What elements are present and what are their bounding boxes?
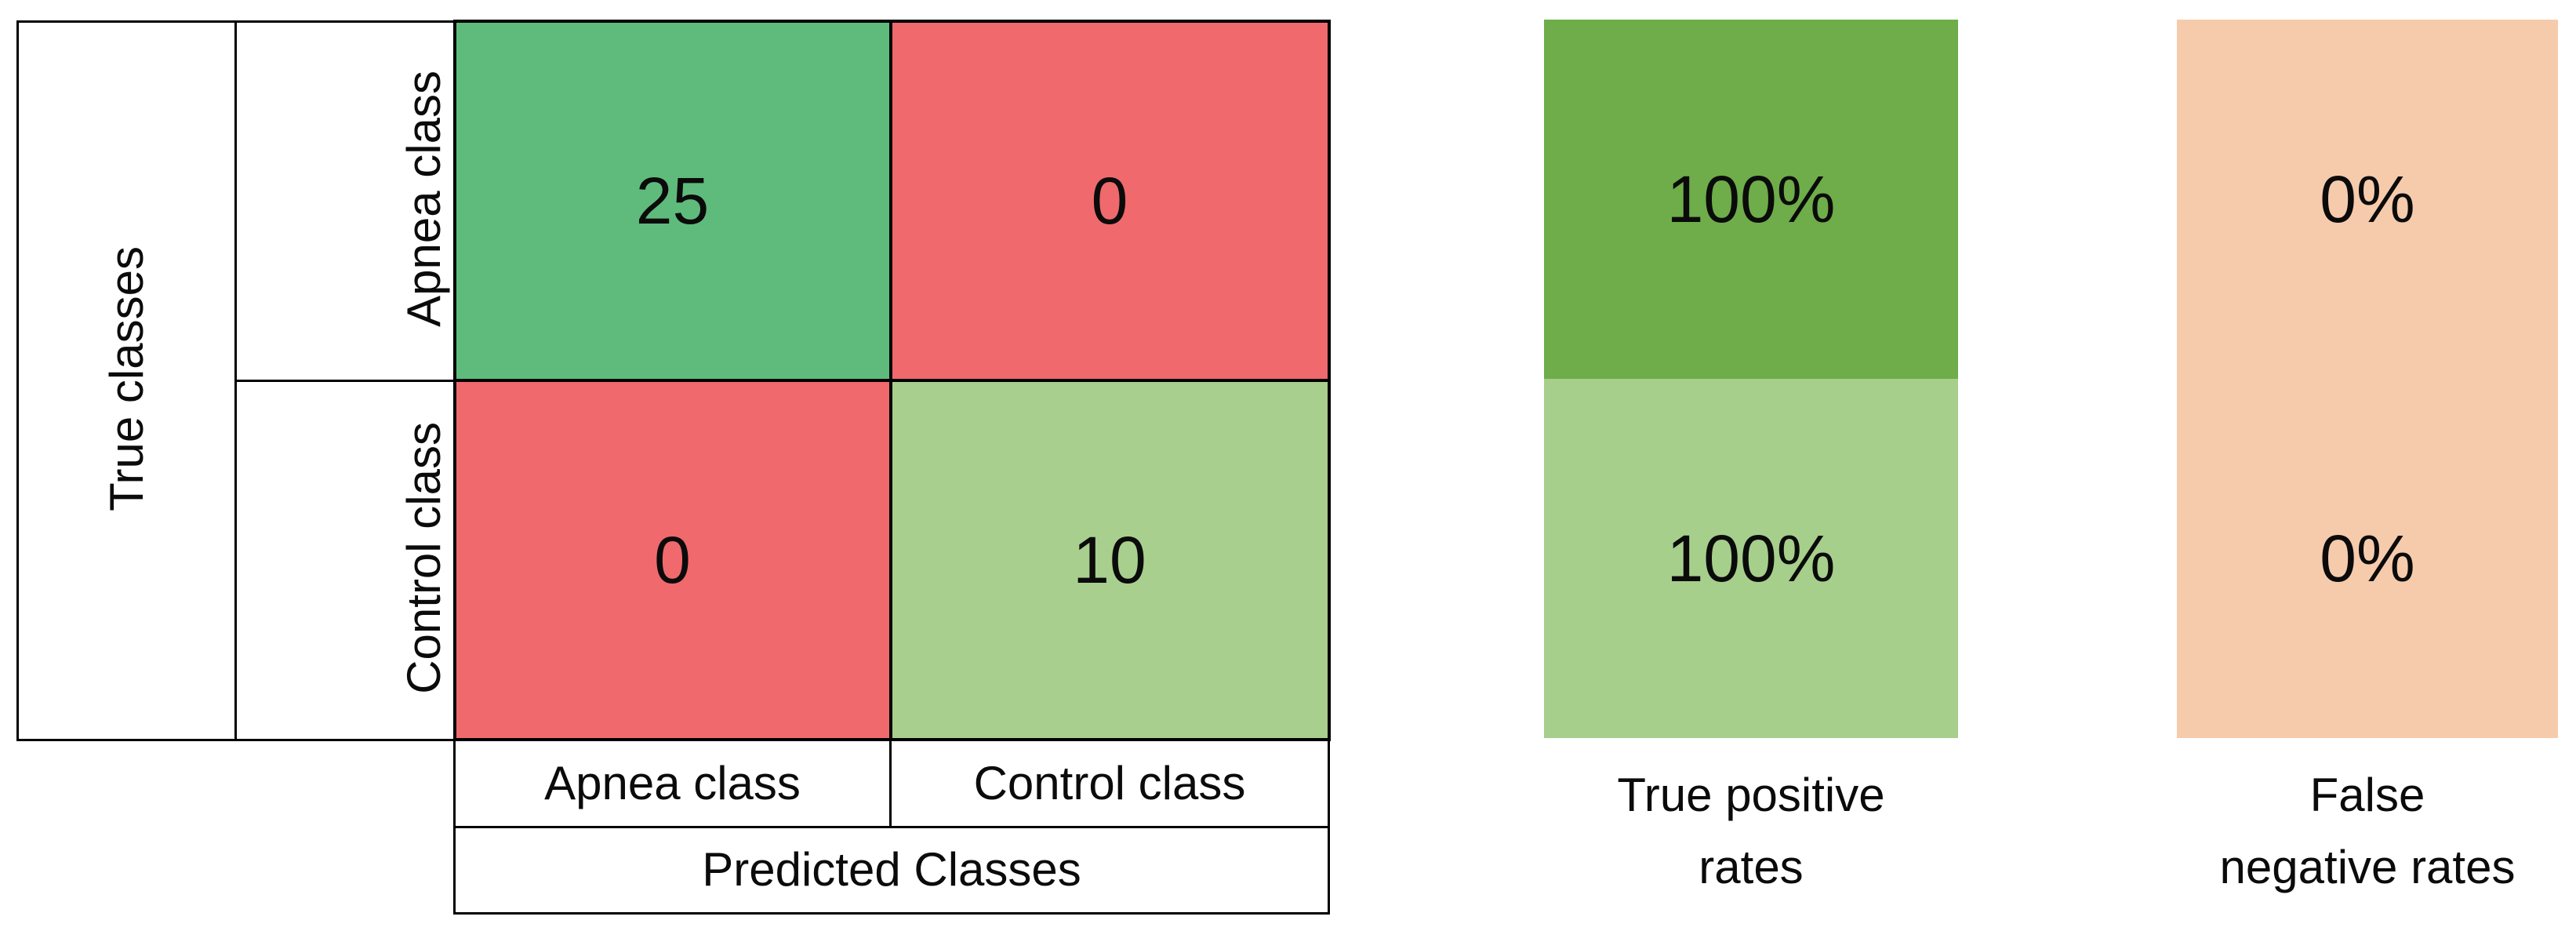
cell-apnea-control-value: 0 [1091,164,1128,238]
tpr-control-value: 100% [1666,522,1836,595]
true-classes-axis-label: True classes [100,245,153,511]
cell-control-apnea-value: 0 [654,523,691,597]
true-classes-axis-cell: True classes [16,20,237,741]
cell-apnea-control: 0 [888,20,1331,382]
spacer-cell [18,827,455,913]
tpr-caption: True positive rates [1544,759,1958,904]
fnr-apnea-value: 0% [2320,162,2415,236]
tpr-column: 100% 100% [1544,20,1958,738]
fnr-caption-line1: False [2309,769,2425,821]
col-label-control: Control class [889,738,1330,828]
fnr-control-value: 0% [2320,522,2415,595]
row-label-apnea: Apnea class [397,71,450,327]
cell-control-control-value: 10 [1073,523,1146,597]
confusion-matrix-table: True classes Apnea class 25 0 Control cl… [16,20,1331,915]
tpr-apnea-value: 100% [1666,162,1836,236]
cell-control-apnea: 0 [452,379,892,741]
cell-apnea-apnea-value: 25 [635,164,710,238]
cell-apnea-apnea: 25 [452,20,892,382]
fnr-caption: False negative rates [2132,759,2576,904]
row-label-control-cell: Control class [234,379,456,741]
fnr-column: 0% 0% [2177,20,2558,738]
col-label-apnea: Apnea class [453,738,892,828]
tpr-caption-line1: True positive [1617,769,1885,821]
predicted-classes-axis-label: Predicted Classes [453,825,1330,915]
fnr-control-block: 0% [2177,379,2558,738]
tpr-apnea-block: 100% [1544,20,1958,379]
fnr-apnea-block: 0% [2177,20,2558,379]
tpr-control-block: 100% [1544,379,1958,738]
tpr-caption-line2: rates [1699,841,1804,893]
spacer-cell [18,740,455,827]
cell-control-control: 10 [888,379,1331,741]
row-label-apnea-cell: Apnea class [234,20,456,382]
fnr-caption-line2: negative rates [2219,841,2516,893]
row-label-control: Control class [397,422,450,694]
